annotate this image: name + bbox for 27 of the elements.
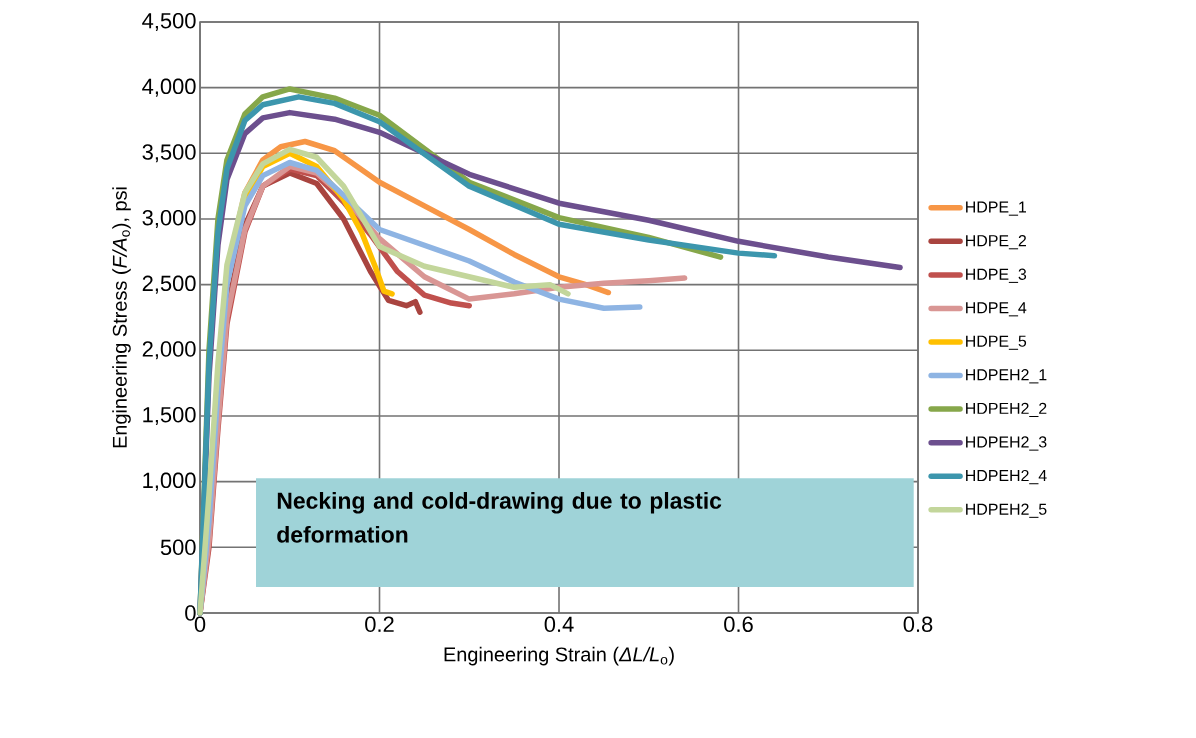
x-tick-label: 0.6: [724, 616, 753, 633]
y-tick-label: 0: [185, 605, 196, 621]
y-tick-label: 4,000: [142, 78, 196, 97]
legend-label: HDPEH2_5: [966, 503, 1047, 518]
y-tick-label: 500: [160, 539, 196, 556]
legend-label: HDPEH2_3: [966, 436, 1047, 451]
legend-label: HDPE_2: [966, 235, 1026, 250]
y-tick-label: 2,500: [142, 275, 196, 294]
y-tick-label: 2,000: [142, 341, 196, 360]
x-tick-label: 0.8: [903, 616, 933, 633]
x-axis-title: Engineering Strain (ΔL/L$_{o}$): [444, 646, 674, 666]
annotation: Necking and cold-drawing due to plastic deformation: [277, 492, 722, 543]
legend-label: HDPEH2_1: [966, 369, 1047, 384]
y-axis-title: Engineering Stress (F/A$_{o}$), psi: [112, 187, 131, 448]
y-tick-label: 1,000: [143, 472, 196, 491]
x-tick-label: 0.4: [544, 616, 574, 633]
y-tick-label: 3,000: [142, 209, 196, 229]
y-tick-label: 4,500: [142, 12, 196, 32]
y-tick-label: 1,500: [143, 406, 196, 426]
x-tick-label: 0.2: [365, 616, 394, 633]
legend-label: HDPE_1: [966, 201, 1026, 216]
legend-label: HDPE_3: [966, 268, 1027, 283]
legend-label: HDPE_5: [966, 335, 1027, 350]
y-tick-label: 3,500: [142, 144, 196, 163]
legend-label: HDPEH2_2: [966, 402, 1047, 418]
legend-label: HDPEH2_4: [966, 469, 1047, 485]
legend-label: HDPE_4: [966, 302, 1027, 317]
